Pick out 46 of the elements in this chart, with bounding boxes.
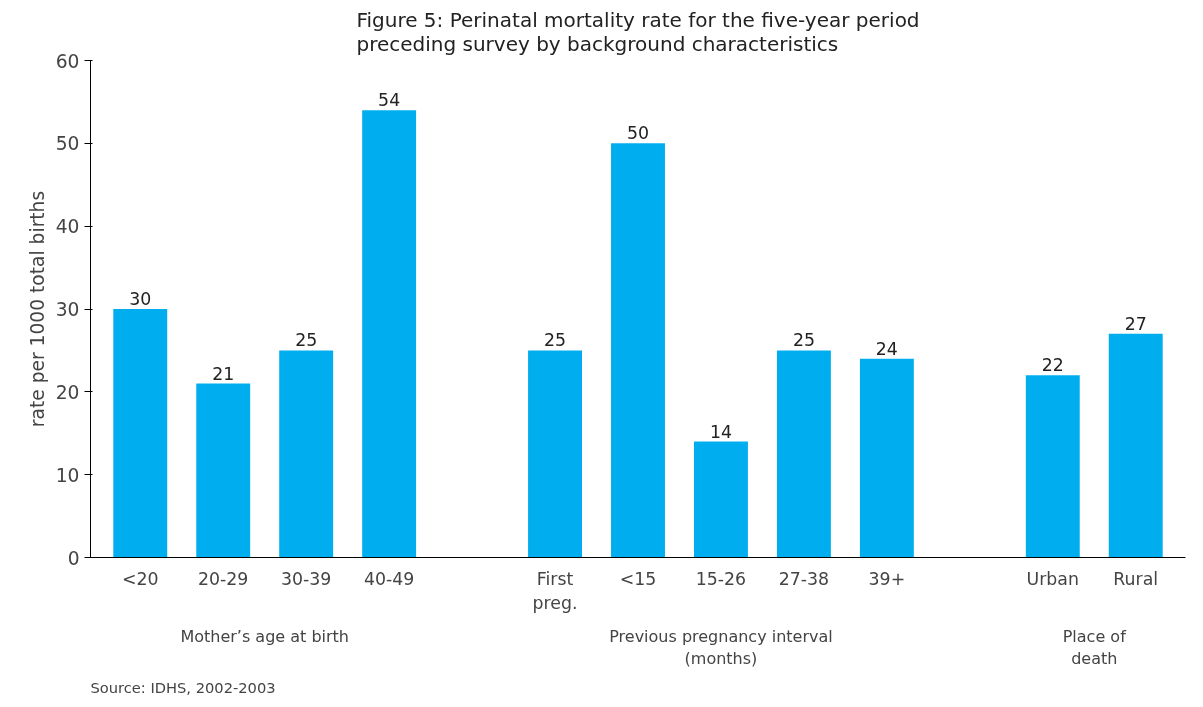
bar xyxy=(1108,333,1163,558)
x-tick-label: First preg. xyxy=(532,568,578,613)
bar xyxy=(196,383,251,558)
y-tick-label: 40 xyxy=(55,216,80,238)
x-tick-label: 40-49 xyxy=(363,568,415,589)
x-tick-label: <20 xyxy=(121,568,159,589)
x-tick-label: 27-38 xyxy=(778,568,830,589)
data-label: 27 xyxy=(1124,313,1147,334)
bar xyxy=(528,350,583,558)
x-tick-label: Rural xyxy=(1113,568,1159,589)
y-tick-label: 10 xyxy=(55,464,80,486)
bar xyxy=(113,309,168,558)
data-label: 25 xyxy=(792,330,815,351)
text: Previous pregnancy interval (months) xyxy=(609,626,833,669)
data-label: 30 xyxy=(129,289,152,309)
bar xyxy=(776,350,831,558)
x-tick-label: Urban xyxy=(1026,568,1079,589)
bar xyxy=(362,110,417,558)
bar xyxy=(279,350,334,558)
x-tick-label: <15 xyxy=(619,568,657,589)
y-tick-label: 30 xyxy=(55,299,80,320)
data-label: 25 xyxy=(295,330,318,351)
data-label: 54 xyxy=(378,90,401,111)
x-tick-label: 30-39 xyxy=(281,568,332,589)
bar xyxy=(693,441,748,558)
source-note: Source: IDHS, 2002-2003 xyxy=(90,678,276,696)
x-tick-label: 39+ xyxy=(868,568,906,589)
data-label: 14 xyxy=(709,421,732,442)
y-tick-label: 0 xyxy=(67,547,80,569)
y-axis-title: rate per 1000 total births xyxy=(26,190,48,428)
text: Place of death xyxy=(1062,626,1127,669)
text: Mother’s age at birth xyxy=(180,626,350,646)
data-label: 25 xyxy=(544,330,567,351)
data-label: 50 xyxy=(626,123,650,144)
y-tick-label: 60 xyxy=(55,50,80,72)
data-label: 22 xyxy=(1041,355,1064,376)
data-label: 24 xyxy=(875,338,898,359)
chart-title: Figure 5: Perinatal mortality rate for the five-year period preceding survey by background characteristics xyxy=(356,7,920,56)
data-label: 21 xyxy=(212,363,235,384)
x-tick-label: 20-29 xyxy=(198,568,249,589)
x-tick-label: 15-26 xyxy=(695,568,747,589)
y-tick-label: 20 xyxy=(55,381,80,403)
y-tick-label: 50 xyxy=(55,133,80,155)
bar xyxy=(1025,375,1080,558)
bar xyxy=(611,143,665,558)
bar xyxy=(859,358,914,558)
